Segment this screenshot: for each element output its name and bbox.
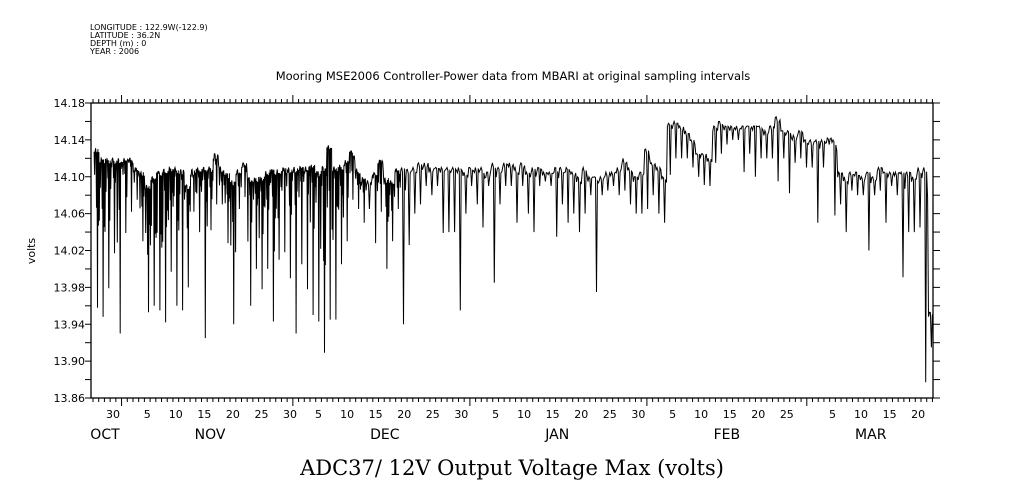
y-tick-label: 14.10 [54,171,86,184]
x-tick-label: 10 [517,408,531,421]
header-info: LONGITUDE : 122.9W(-122.9) LATITUDE : 36… [89,23,208,56]
x-tick-label: 20 [911,408,925,421]
footer-variable-label: ADC37/ 12V Output Voltage Max (volts) [299,456,724,480]
x-month-label: DEC [370,427,400,443]
x-tick-label: 20 [574,408,588,421]
x-tick-label: 30 [283,408,297,421]
x-tick-label: 25 [780,408,794,421]
x-tick-label: 10 [854,408,868,421]
x-tick-label: 25 [603,408,617,421]
x-tick-label: 15 [546,408,560,421]
x-month-label: JAN [544,427,569,443]
y-tick-label: 13.90 [54,355,86,368]
x-tick-label: 5 [315,408,322,421]
y-tick-label: 13.98 [54,281,86,294]
x-tick-label: 30 [631,408,645,421]
x-tick-label: 30 [106,408,120,421]
year-label: YEAR : 2006 [89,47,139,56]
y-tick-label: 13.94 [54,318,86,331]
x-tick-label: 5 [829,408,836,421]
y-tick-label: 14.18 [54,97,86,110]
x-tick-label: 30 [454,408,468,421]
x-month-label: FEB [714,427,741,443]
x-tick-label: 15 [723,408,737,421]
x-tick-label: 10 [340,408,354,421]
x-tick-label: 15 [197,408,211,421]
plot-area [93,115,934,383]
x-tick-label: 5 [492,408,499,421]
x-tick-label: 20 [751,408,765,421]
y-tick-label: 14.14 [54,134,86,147]
y-tick-label: 14.02 [54,245,86,258]
axes: 13.86 13.90 13.94 13.98 14.02 14.06 14.10 14.14… [54,95,940,443]
longitude-label: LONGITUDE : 122.9W(-122.9) [90,23,208,32]
x-tick-label: 25 [426,408,440,421]
x-month-label: OCT [90,427,120,443]
x-tick-label: 20 [226,408,240,421]
x-tick-label: 10 [694,408,708,421]
depth-label: DEPTH (m) : 0 [90,39,146,48]
plot-frame [90,102,934,399]
series-line-12v-output-voltage-max [93,115,934,383]
y-tick-label: 14.06 [54,208,86,221]
x-tick-label: 10 [169,408,183,421]
x-tick-label: 5 [144,408,151,421]
x-tick-label: 20 [397,408,411,421]
x-month-label: MAR [855,427,887,443]
x-tick-label: 25 [254,408,268,421]
chart-title: Mooring MSE2006 Controller-Power data fr… [276,69,751,83]
y-axis-label: volts [25,238,38,265]
y-tick-label: 13.86 [54,392,86,405]
x-month-label: NOV [195,427,226,443]
x-tick-label: 15 [369,408,383,421]
x-tick-label: 5 [669,408,676,421]
latitude-label: LATITUDE : 36.2N [90,31,160,40]
x-tick-label: 15 [883,408,897,421]
